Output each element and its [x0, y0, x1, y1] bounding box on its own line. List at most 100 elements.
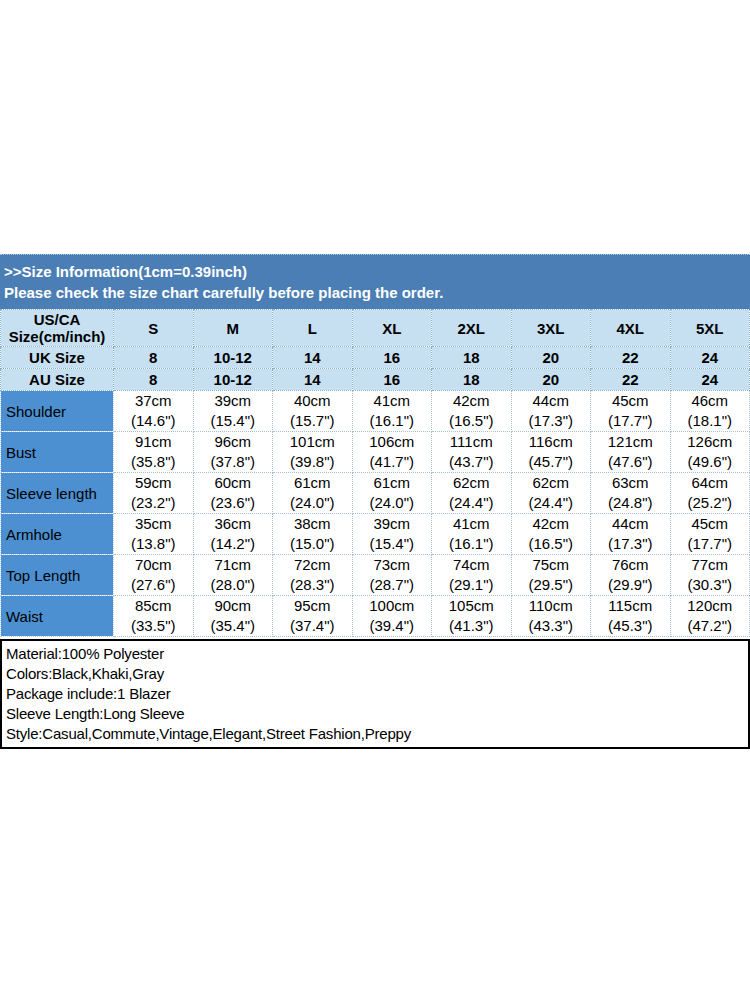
measurement-cell: 37cm (14.6") — [114, 391, 194, 432]
measurement-row-armhole: Armhole 35cm (13.8") 36cm (14.2") 38cm (… — [1, 514, 750, 555]
measurement-cell: 85cm (33.5") — [114, 596, 194, 637]
measurement-cell: 61cm (24.0") — [352, 473, 432, 514]
au-size-value: 24 — [670, 369, 750, 391]
measurement-cell: 115cm (45.3") — [591, 596, 671, 637]
measurement-cell: 42cm (16.5") — [432, 391, 512, 432]
measurement-cell: 62cm (24.4") — [511, 473, 591, 514]
au-size-value: 20 — [511, 369, 591, 391]
measurement-cell: 39cm (15.4") — [193, 391, 273, 432]
measurement-cell: 35cm (13.8") — [114, 514, 194, 555]
measurement-cell: 75cm (29.5") — [511, 555, 591, 596]
product-info-colors: Colors:Black,Khaki,Gray — [6, 664, 748, 684]
measurement-cell: 95cm (37.4") — [273, 596, 353, 637]
measurement-cell: 63cm (24.8") — [591, 473, 671, 514]
measurement-cell: 106cm (41.7") — [352, 432, 432, 473]
size-chart-table: US/CA Size(cm/inch) S M L XL 2XL 3XL 4XL… — [0, 309, 750, 637]
measurement-cell: 72cm (28.3") — [273, 555, 353, 596]
measurement-cell: 45cm (17.7") — [670, 514, 750, 555]
measurement-label: Shoulder — [1, 391, 114, 432]
measurement-cell: 96cm (37.8") — [193, 432, 273, 473]
measurement-cell: 38cm (15.0") — [273, 514, 353, 555]
measurement-cell: 39cm (15.4") — [352, 514, 432, 555]
measurement-label: Waist — [1, 596, 114, 637]
au-size-value: 22 — [591, 369, 671, 391]
measurement-cell: 91cm (35.8") — [114, 432, 194, 473]
measurement-cell: 110cm (43.3") — [511, 596, 591, 637]
measurement-cell: 111cm (43.7") — [432, 432, 512, 473]
measurement-row-sleeve-length: Sleeve length 59cm (23.2") 60cm (23.6") … — [1, 473, 750, 514]
measurement-cell: 120cm (47.2") — [670, 596, 750, 637]
size-header-row: US/CA Size(cm/inch) S M L XL 2XL 3XL 4XL… — [1, 310, 750, 347]
measurement-cell: 70cm (27.6") — [114, 555, 194, 596]
measurement-row-bust: Bust 91cm (35.8") 96cm (37.8") 101cm (39… — [1, 432, 750, 473]
measurement-label: Sleeve length — [1, 473, 114, 514]
measurement-cell: 74cm (29.1") — [432, 555, 512, 596]
measurement-cell: 42cm (16.5") — [511, 514, 591, 555]
measurement-row-shoulder: Shoulder 37cm (14.6") 39cm (15.4") 40cm … — [1, 391, 750, 432]
uk-size-row: UK Size 8 10-12 14 16 18 20 22 24 — [1, 347, 750, 369]
product-info-style: Style:Casual,Commute,Vintage,Elegant,Str… — [6, 724, 748, 744]
measurement-cell: 101cm (39.8") — [273, 432, 353, 473]
measurement-cell: 61cm (24.0") — [273, 473, 353, 514]
uk-size-value: 18 — [432, 347, 512, 369]
banner-title: >>Size Information(1cm=0.39inch) — [4, 261, 746, 282]
au-size-value: 16 — [352, 369, 432, 391]
measurement-cell: 73cm (28.7") — [352, 555, 432, 596]
size-col-header-m: M — [193, 310, 273, 347]
measurement-cell: 90cm (35.4") — [193, 596, 273, 637]
product-info-package: Package include:1 Blazer — [6, 684, 748, 704]
uk-size-value: 22 — [591, 347, 671, 369]
au-size-row: AU Size 8 10-12 14 16 18 20 22 24 — [1, 369, 750, 391]
uk-size-value: 14 — [273, 347, 353, 369]
measurement-row-top-length: Top Length 70cm (27.6") 71cm (28.0") 72c… — [1, 555, 750, 596]
size-info-banner: >>Size Information(1cm=0.39inch) Please … — [0, 254, 750, 309]
measurement-cell: 100cm (39.4") — [352, 596, 432, 637]
measurement-cell: 105cm (41.3") — [432, 596, 512, 637]
measurement-cell: 45cm (17.7") — [591, 391, 671, 432]
au-size-value: 8 — [114, 369, 194, 391]
uk-size-value: 8 — [114, 347, 194, 369]
measurement-cell: 121cm (47.6") — [591, 432, 671, 473]
measurement-row-waist: Waist 85cm (33.5") 90cm (35.4") 95cm (37… — [1, 596, 750, 637]
measurement-cell: 36cm (14.2") — [193, 514, 273, 555]
corner-header: US/CA Size(cm/inch) — [1, 310, 114, 347]
size-col-header-5xl: 5XL — [670, 310, 750, 347]
measurement-label: Top Length — [1, 555, 114, 596]
uk-size-label: UK Size — [1, 347, 114, 369]
size-col-header-2xl: 2XL — [432, 310, 512, 347]
measurement-cell: 44cm (17.3") — [511, 391, 591, 432]
uk-size-value: 20 — [511, 347, 591, 369]
measurement-cell: 126cm (49.6") — [670, 432, 750, 473]
size-col-header-l: L — [273, 310, 353, 347]
au-size-value: 14 — [273, 369, 353, 391]
au-size-value: 18 — [432, 369, 512, 391]
au-size-label: AU Size — [1, 369, 114, 391]
measurement-cell: 59cm (23.2") — [114, 473, 194, 514]
measurement-cell: 64cm (25.2") — [670, 473, 750, 514]
product-info-material: Material:100% Polyester — [6, 644, 748, 664]
measurement-cell: 41cm (16.1") — [352, 391, 432, 432]
measurement-label: Bust — [1, 432, 114, 473]
size-col-header-s: S — [114, 310, 194, 347]
measurement-cell: 46cm (18.1") — [670, 391, 750, 432]
size-col-header-3xl: 3XL — [511, 310, 591, 347]
measurement-cell: 44cm (17.3") — [591, 514, 671, 555]
measurement-cell: 41cm (16.1") — [432, 514, 512, 555]
measurement-cell: 62cm (24.4") — [432, 473, 512, 514]
product-info-sleeve-length: Sleeve Length:Long Sleeve — [6, 704, 748, 724]
measurement-cell: 77cm (30.3") — [670, 555, 750, 596]
uk-size-value: 10-12 — [193, 347, 273, 369]
size-col-header-xl: XL — [352, 310, 432, 347]
product-info-box: Material:100% Polyester Colors:Black,Kha… — [0, 639, 750, 749]
size-information-content: >>Size Information(1cm=0.39inch) Please … — [0, 254, 750, 749]
banner-subtitle: Please check the size chart carefully be… — [4, 282, 746, 303]
measurement-cell: 40cm (15.7") — [273, 391, 353, 432]
uk-size-value: 16 — [352, 347, 432, 369]
size-col-header-4xl: 4XL — [591, 310, 671, 347]
measurement-cell: 116cm (45.7") — [511, 432, 591, 473]
au-size-value: 10-12 — [193, 369, 273, 391]
measurement-cell: 60cm (23.6") — [193, 473, 273, 514]
size-information-page: >>Size Information(1cm=0.39inch) Please … — [0, 0, 750, 1000]
uk-size-value: 24 — [670, 347, 750, 369]
measurement-label: Armhole — [1, 514, 114, 555]
